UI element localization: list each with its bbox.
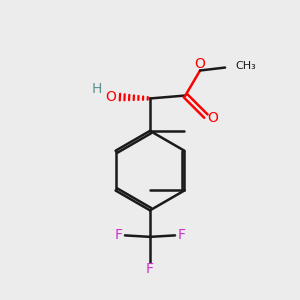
Text: F: F [178, 228, 185, 242]
Text: O: O [106, 90, 117, 104]
Text: CH₃: CH₃ [236, 61, 256, 71]
Text: F: F [115, 228, 122, 242]
Text: O: O [194, 57, 205, 71]
Text: O: O [207, 111, 218, 124]
Text: F: F [146, 262, 154, 276]
Text: H: H [92, 82, 102, 96]
